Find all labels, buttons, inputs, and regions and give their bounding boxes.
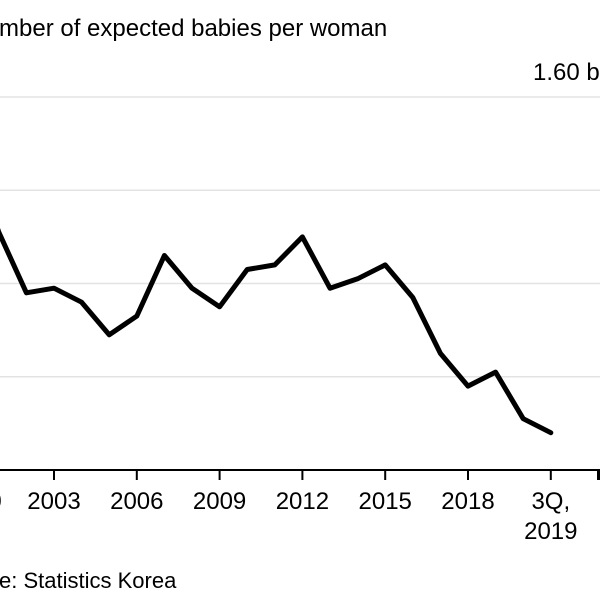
chart-title: mber of expected babies per woman [0, 15, 387, 42]
x-axis-tick-label: 2006 [110, 488, 163, 515]
x-axis-tick-label: 3Q, [531, 488, 570, 515]
x-axis-tick-label-line2: 2019 [524, 518, 577, 545]
fertility-rate-line [0, 228, 554, 436]
x-axis-tick-label: 2012 [276, 488, 329, 515]
x-axis-tick-label: 2009 [193, 488, 246, 515]
x-axis-tick-label: 2000 [0, 488, 2, 515]
x-axis-tick-label: 2018 [441, 488, 494, 515]
x-axis-labels-group: 2000 2003 2006 2009 2012 2015 2018 3Q, 2019 [0, 488, 577, 545]
y-max-value-label: 1.60 b [533, 59, 600, 86]
x-axis-tick-label: 2015 [359, 488, 412, 515]
source-credit: e: Statistics Korea [0, 568, 177, 593]
x-axis-ticks-group [53, 469, 552, 480]
x-axis-tick-label: 2003 [27, 488, 80, 515]
